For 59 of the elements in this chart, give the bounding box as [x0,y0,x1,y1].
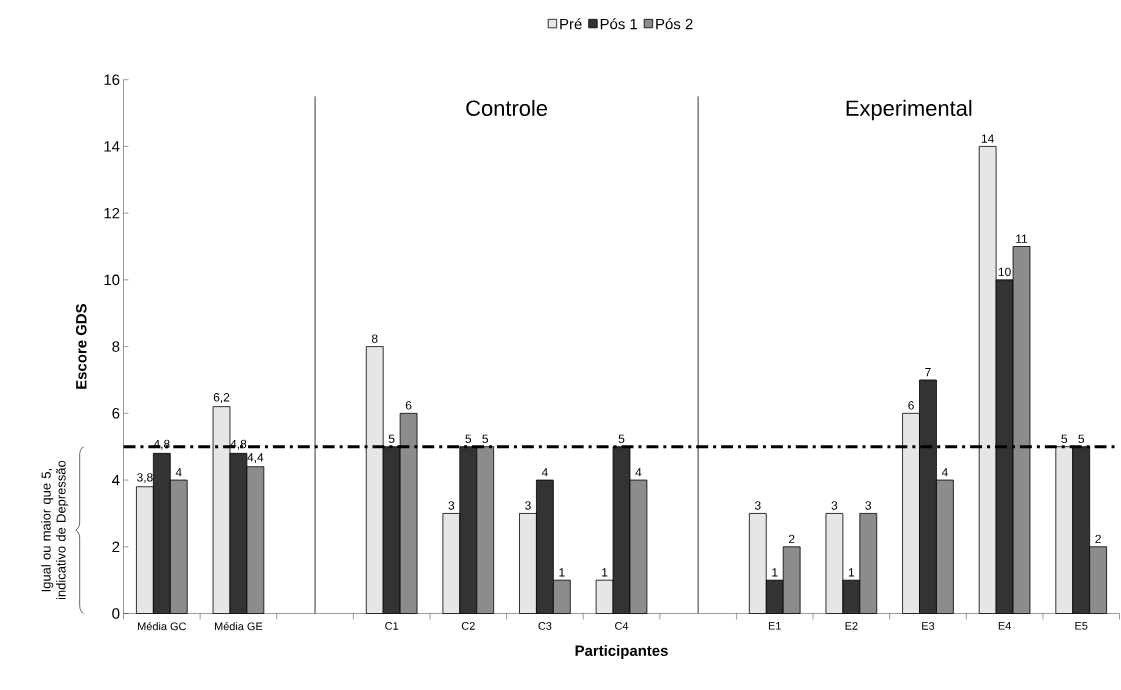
y-tick-label: 16 [104,74,120,85]
data-label: 8 [371,334,378,343]
data-label: 6 [405,401,412,410]
data-label: 4,4 [247,453,264,463]
data-label: 5 [1078,434,1085,443]
text: Igual ou maior que 5, indicativo de Depressão [41,460,69,599]
data-label: 4 [635,468,642,477]
data-label: 3 [525,501,531,510]
data-label: 4 [175,468,182,477]
x-axis-title: Participantes [575,644,668,659]
y-axis-title: Escore GDS [76,303,87,389]
y-tick-label: 6 [112,407,120,419]
data-label: 6,2 [213,392,230,403]
data-label: 3 [754,501,761,510]
data-label: 14 [981,134,994,143]
legend-label: Pós 2 [656,18,693,30]
data-label: 3 [448,501,455,510]
data-label: 1 [772,568,778,577]
data-label: 3,8 [137,473,153,483]
x-tick-label: E1 [768,621,781,630]
data-label: 2 [1095,534,1101,543]
x-tick-label: E5 [1075,621,1088,630]
legend-label: Pós 1 [600,18,638,30]
data-label: 11 [1016,234,1028,243]
x-tick-label: C4 [615,621,629,630]
data-label: 10 [998,267,1011,277]
data-label: 5 [388,434,395,443]
data-label: 4 [541,468,548,477]
data-label: 2 [788,534,795,543]
x-tick-label: Média GE [214,621,263,631]
data-label: 1 [848,568,855,577]
y-tick-label: 2 [112,541,120,552]
data-label: 5 [618,434,625,443]
data-label: 1 [559,568,565,577]
legend-label: Pré [560,18,582,30]
y-tick-label: 0 [112,608,120,619]
y-tick-label: 8 [112,341,120,352]
x-tick-label: Média GC [138,621,187,631]
data-label: 3 [865,501,872,510]
x-tick-label: E4 [998,621,1011,630]
data-label: 5 [482,434,489,443]
data-label: 1 [602,568,608,577]
y-tick-label: 14 [104,141,120,152]
data-label: 3 [831,501,838,510]
x-tick-label: E3 [922,621,935,630]
x-tick-label: C3 [538,621,552,630]
data-label: 6 [908,401,914,410]
annotation: Controle [466,99,548,116]
data-label: 7 [925,367,931,377]
annotation: Experimental [846,99,972,121]
data-label: 5 [1061,434,1068,443]
y-tick-label: 4 [112,474,120,486]
x-tick-label: E2 [845,621,858,630]
y-tick-label: 12 [104,207,120,219]
x-tick-label: C1 [385,621,399,630]
y-tick-label: 10 [104,274,120,286]
data-label: 4 [941,468,948,477]
data-label: 5 [465,434,472,443]
x-tick-label: C2 [461,621,475,630]
